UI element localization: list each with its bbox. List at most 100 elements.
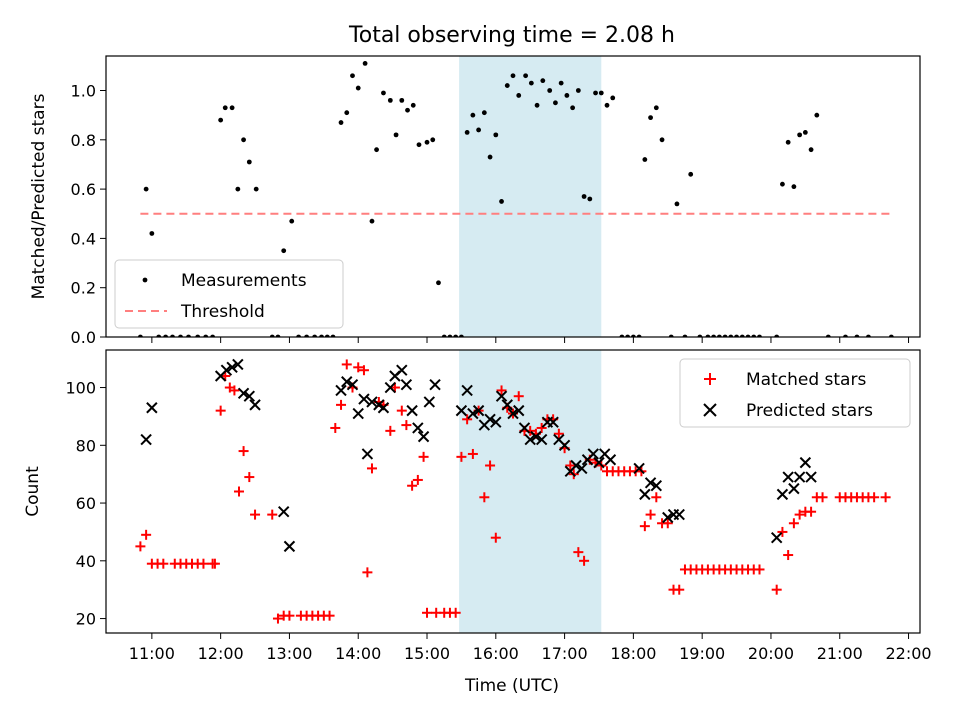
data-point [802,130,808,135]
matched-point [777,526,788,537]
predicted-point [518,422,531,434]
data-point [504,83,510,88]
matched-point [490,532,501,543]
y-tick-label: 80 [76,436,96,455]
data-point [808,147,814,153]
data-point [416,142,422,148]
predicted-point [650,480,663,492]
predicted-point-b [793,471,806,483]
matched-point [362,567,373,578]
data-point [405,107,410,113]
data-point [222,105,228,111]
predicted-point [662,511,674,524]
data-point [476,127,482,133]
predicted-point-b [644,477,657,489]
data-point [338,120,344,125]
data-point [553,100,558,106]
x-tick-label: 13:00 [266,644,312,663]
x-tick-label: 20:00 [748,644,794,663]
predicted-point [277,506,290,518]
data-point [374,147,379,153]
predicted-point-b [283,540,296,553]
matched-point [573,547,584,558]
predicted-point [513,404,525,417]
predicted-point-b [587,448,599,460]
predicted-point [237,387,250,400]
matched-point [135,541,146,552]
matched-point [783,550,794,561]
matched-point [358,365,369,376]
predicted-point-b [226,361,238,374]
predicted-point [501,399,513,411]
predicted-point [776,488,789,501]
data-point [235,186,241,192]
chart-title: Total observing time = 2.08 h [348,23,675,48]
predicted-point-b [341,376,353,388]
predicted-point-b [484,413,496,426]
matched-point [336,399,347,410]
y-tick-label: 20 [76,610,96,629]
predicted-point [455,404,468,417]
legend-box [679,358,911,428]
y-tick-label: 0.6 [71,180,96,199]
predicted-point-b [423,396,436,408]
matched-point [456,451,467,462]
predicted-point-b [146,402,158,414]
predicted-point-b [558,439,571,452]
predicted-point [793,471,806,483]
predicted-point [352,407,364,420]
data-point [523,73,529,79]
predicted-point [604,454,617,466]
predicted-point [805,471,817,483]
predicted-point-b [799,456,812,469]
predicted-point [243,390,256,402]
predicted-point-b [243,390,256,402]
y-tick-label: 100 [65,379,96,398]
y-tick-label: 40 [76,552,96,571]
data-point [653,105,659,111]
data-point [814,112,820,118]
data-point [785,139,791,145]
data-point [587,196,593,202]
predicted-point [530,430,542,443]
predicted-point [587,448,599,460]
data-point [381,90,386,96]
matched-point [674,584,685,595]
predicted-point-b [346,378,359,391]
matched-point [401,420,412,431]
predicted-point-b [366,396,378,408]
matched-point [467,448,478,459]
predicted-point-b [553,433,565,446]
x-tick-label: 19:00 [679,644,725,663]
predicted-point [346,378,359,391]
matched-point [880,492,891,503]
predicted-point [384,381,397,394]
predicted-point [770,531,783,544]
predicted-point [639,488,651,501]
plot-area [135,358,891,624]
data-point [149,231,155,236]
data-point [493,132,499,138]
bottom-panel: 20 40 60 80 100 11:00 12:00 13:00 14:00 15:00 16:0… [23,349,932,663]
matched-point [462,414,473,425]
predicted-point [788,482,800,495]
matched-point [272,613,283,624]
predicted-point [633,462,645,475]
predicted-point-b [518,422,531,434]
data-point [410,102,416,108]
data-point [564,93,570,98]
legend-swatch [704,373,716,385]
predicted-point [226,361,238,374]
matched-point [418,451,429,462]
predicted-point-b [535,433,548,446]
observing-window-span [459,350,602,633]
data-point [464,130,470,135]
data-point [674,201,680,207]
top-panel: 0.0 0.2 0.4 0.6 0.8 1.0 Matched/Predicted star… [29,55,921,347]
data-point [688,171,694,177]
y-tick-label: 0.8 [71,131,96,150]
predicted-point [507,407,519,420]
data-point [780,181,785,187]
legend-swatch-b [703,403,717,417]
